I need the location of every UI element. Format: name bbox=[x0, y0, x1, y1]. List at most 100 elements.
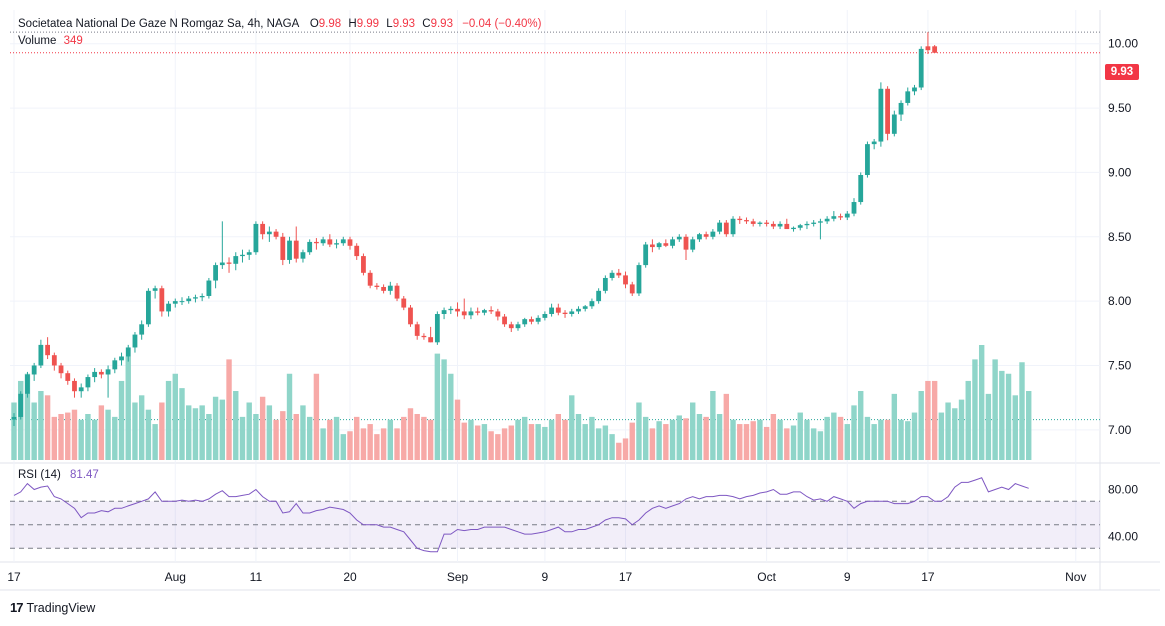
candle-body bbox=[589, 301, 595, 307]
candle-body bbox=[502, 316, 507, 325]
candle-body bbox=[206, 280, 212, 296]
high-key: H bbox=[348, 18, 357, 30]
rsi-tick-label: 40.00 bbox=[1108, 530, 1138, 544]
candle-body bbox=[522, 319, 528, 325]
candle-body bbox=[535, 317, 541, 322]
candle-body bbox=[891, 114, 897, 134]
volume-bar bbox=[468, 419, 474, 460]
low-value: 9.93 bbox=[392, 18, 416, 30]
candle-body bbox=[166, 303, 171, 312]
volume-bar bbox=[488, 431, 494, 460]
volume-bar bbox=[239, 416, 246, 460]
volume-bar bbox=[374, 434, 380, 460]
volume-bar bbox=[965, 380, 971, 460]
candle-body bbox=[340, 239, 346, 244]
volume-bar bbox=[91, 419, 98, 460]
volume-bar bbox=[831, 412, 837, 460]
candle-body bbox=[25, 374, 30, 394]
volume-label[interactable]: Volume bbox=[18, 35, 57, 47]
time-tick-label: 17 bbox=[921, 570, 935, 584]
candle-body bbox=[576, 308, 581, 312]
candle-body bbox=[623, 275, 628, 285]
price-series bbox=[11, 32, 938, 426]
time-tick-label: 11 bbox=[250, 570, 263, 584]
candle-body bbox=[172, 301, 178, 304]
price-tick-label: 8.00 bbox=[1108, 294, 1132, 308]
candle-body bbox=[455, 308, 460, 312]
volume-bar bbox=[757, 419, 763, 460]
candle-body bbox=[186, 298, 192, 302]
volume-bar bbox=[313, 373, 320, 460]
candle-body bbox=[240, 254, 245, 257]
candle-body bbox=[905, 91, 911, 103]
candle-body bbox=[58, 365, 64, 374]
symbol-legend: Societatea National De Gaze N Romgaz Sa,… bbox=[18, 18, 541, 30]
volume-bar bbox=[730, 419, 736, 460]
volume-bar bbox=[327, 419, 333, 460]
candle-body bbox=[569, 311, 575, 314]
volume-bar bbox=[186, 405, 192, 460]
volume-bar bbox=[931, 380, 938, 460]
volume-bar bbox=[360, 428, 367, 460]
volume-bar bbox=[448, 373, 454, 460]
candle-body bbox=[858, 175, 864, 203]
volume-bar bbox=[817, 431, 824, 460]
volume-bar bbox=[891, 393, 898, 460]
volume-bar bbox=[824, 416, 830, 460]
volume-bar bbox=[78, 419, 84, 460]
time-tick-label: Oct bbox=[757, 570, 776, 584]
candle-body bbox=[387, 285, 393, 291]
candle-body bbox=[85, 377, 91, 388]
symbol-title[interactable]: Societatea National De Gaze N Romgaz Sa,… bbox=[18, 18, 299, 30]
volume-bar bbox=[723, 393, 730, 460]
candle-body bbox=[670, 239, 675, 246]
candle-body bbox=[300, 252, 306, 259]
candle-body bbox=[132, 334, 138, 348]
volume-bar bbox=[905, 421, 911, 460]
volume-bar bbox=[112, 416, 118, 460]
candle-body bbox=[717, 222, 722, 232]
volume-bar bbox=[770, 414, 777, 460]
volume-bar bbox=[246, 402, 252, 460]
volume-bar bbox=[118, 380, 125, 460]
candle-body bbox=[697, 234, 702, 240]
volume-bar bbox=[132, 402, 138, 460]
volume-bar bbox=[911, 412, 918, 460]
volume-bar bbox=[481, 424, 488, 460]
volume-bar bbox=[11, 402, 17, 460]
volume-bar bbox=[938, 412, 945, 460]
price-tick-label: 7.50 bbox=[1108, 358, 1132, 372]
candle-body bbox=[381, 286, 386, 291]
candle-body bbox=[441, 310, 447, 314]
volume-bar bbox=[629, 422, 635, 460]
volume-bar bbox=[515, 419, 521, 460]
volume-bar bbox=[810, 428, 817, 460]
candle-body bbox=[898, 102, 904, 115]
change-value: −0.04 (−0.40%) bbox=[462, 18, 542, 30]
tradingview-brand[interactable]: 17 TradingView bbox=[10, 600, 95, 615]
candle-body bbox=[865, 144, 870, 176]
volume-bar bbox=[501, 428, 508, 460]
candle-body bbox=[193, 297, 198, 299]
candle-body bbox=[925, 46, 931, 51]
volume-bar bbox=[804, 419, 810, 460]
candle-body bbox=[737, 218, 743, 221]
volume-bar bbox=[871, 424, 877, 460]
open-value: 9.98 bbox=[318, 18, 342, 30]
volume-bar bbox=[844, 424, 850, 460]
rsi-label[interactable]: RSI (14) bbox=[18, 469, 61, 481]
candle-body bbox=[179, 301, 185, 303]
close-value: 9.93 bbox=[430, 18, 453, 30]
candle-body bbox=[757, 222, 763, 224]
volume-bar bbox=[696, 414, 703, 460]
volume-bar bbox=[394, 428, 400, 460]
candle-body bbox=[488, 310, 494, 312]
last-price-tag: 9.93 bbox=[1105, 64, 1139, 80]
candle-body bbox=[663, 243, 669, 246]
candle-body bbox=[401, 298, 407, 308]
volume-bar bbox=[65, 412, 71, 460]
candle-body bbox=[448, 308, 454, 311]
candle-body bbox=[838, 216, 843, 218]
candle-body bbox=[609, 272, 615, 278]
